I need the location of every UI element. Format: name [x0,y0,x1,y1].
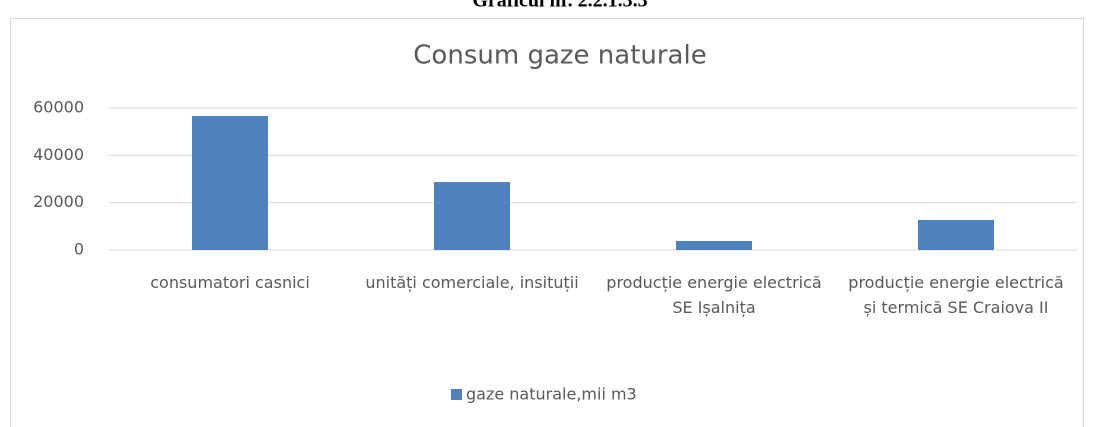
bar [918,219,994,250]
y-tick-label: 40000 [33,145,84,164]
x-tick-label: producție energie electrică și termică S… [848,273,1064,317]
bar [676,241,752,250]
chart-frame [10,18,1084,427]
bar [192,116,268,251]
legend-label: gaze naturale,mii m3 [466,385,637,404]
y-tick-label: 0 [74,240,84,259]
x-tick-label: consumatori casnici [150,273,310,292]
x-tick-label: unități comerciale, insituții [365,273,579,292]
x-tick-label: producție energie electrică SE Ișalnița [606,273,822,317]
chart-title: Consum gaze naturale [413,41,706,71]
y-tick-label: 60000 [33,98,84,117]
legend-swatch [451,389,462,400]
bar [434,182,510,250]
caption: Graficul nr. 2.2.1.3.3 [472,0,647,12]
y-tick-label: 20000 [33,192,84,211]
